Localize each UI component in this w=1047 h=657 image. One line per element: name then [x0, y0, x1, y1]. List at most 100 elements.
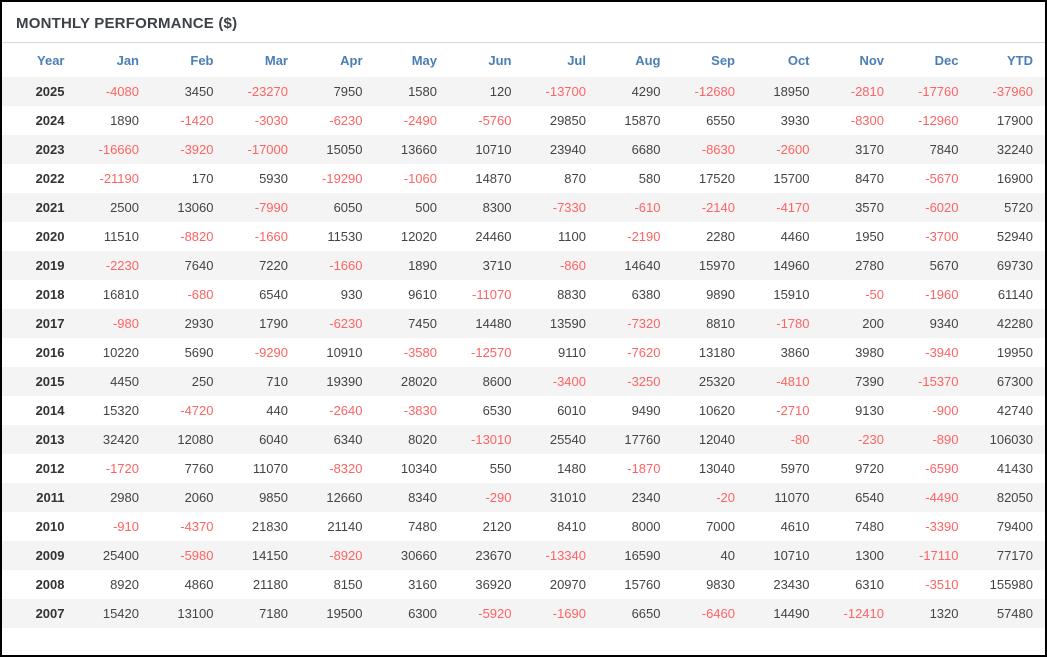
value-cell: 2060	[184, 490, 214, 505]
value-cell: 13100	[177, 606, 214, 621]
value-cell: -50	[865, 287, 884, 302]
value-cell: 3930	[780, 113, 810, 128]
table-row: 2024 1890 -1420 -3030 -6230 -2490 -5760 29850 15…	[2, 106, 1045, 135]
value-cell: 6540	[259, 287, 288, 302]
column-header: Sep	[711, 53, 735, 68]
table-row: 2007 15420 13100 7180 19500 6300 -5920 -1690 665…	[2, 599, 1045, 628]
value-cell: 7390	[855, 374, 884, 389]
value-cell: -3580	[403, 345, 437, 360]
table-row: 2011 2980 2060 9850 12660 8340 -290 31010 2340 -2…	[2, 483, 1045, 512]
value-cell: 18950	[773, 84, 810, 99]
value-cell: -6460	[701, 606, 735, 621]
value-cell: 1480	[557, 461, 586, 476]
value-cell: 8020	[408, 432, 437, 447]
table-row: 2018 16810 -680 6540 930 9610 -11070 8830 6380 98…	[2, 280, 1045, 309]
value-cell: -910	[112, 519, 139, 534]
value-cell: -6590	[925, 461, 959, 476]
value-cell: -4490	[925, 490, 959, 505]
table-row: 2021 2500 13060 -7990 6050 500 8300 -7330 -610 -2…	[2, 193, 1045, 222]
value-cell: 10340	[400, 461, 437, 476]
value-cell: -37960	[992, 84, 1033, 99]
value-cell: 28020	[400, 374, 437, 389]
value-cell: -1780	[776, 316, 810, 331]
table-row: 2023 -16660 -3920 -17000 15050 13660 10710 2394…	[2, 135, 1045, 164]
value-cell: 6340	[333, 432, 363, 447]
value-cell: 8600	[482, 374, 512, 389]
value-cell: 14640	[624, 258, 661, 273]
value-cell: -20	[716, 490, 735, 505]
value-cell: -17000	[247, 142, 288, 157]
year-cell: 2022	[35, 171, 65, 186]
value-cell: -8300	[850, 113, 884, 128]
value-cell: 1580	[408, 84, 437, 99]
value-cell: -8920	[329, 548, 363, 563]
year-cell: 2020	[35, 229, 65, 244]
value-cell: -860	[559, 258, 586, 273]
year-cell: 2009	[35, 548, 65, 563]
value-cell: 2280	[706, 229, 735, 244]
value-cell: 17520	[698, 171, 735, 186]
value-cell: 25320	[698, 374, 735, 389]
table-row: 2014 15320 -4720 440 -2640 -3830 6530 6010 9490 1…	[2, 396, 1045, 425]
column-header: Feb	[190, 53, 214, 68]
value-cell: 2930	[184, 316, 214, 331]
value-cell: 69730	[996, 258, 1033, 273]
table-row: 2025 -4080 3450 -23270 7950 1580 120 -13700 4290…	[2, 77, 1045, 106]
value-cell: -3030	[254, 113, 288, 128]
performance-table-body: 2025 -4080 3450 -23270 7950 1580 120 -13700 4290…	[2, 77, 1045, 628]
value-cell: -2490	[403, 113, 437, 128]
value-cell: 13060	[177, 200, 214, 215]
value-cell: 5970	[780, 461, 810, 476]
value-cell: 15050	[326, 142, 363, 157]
value-cell: -4370	[180, 519, 214, 534]
value-cell: 19390	[326, 374, 363, 389]
value-cell: 67300	[996, 374, 1033, 389]
title-divider	[2, 42, 1045, 43]
value-cell: -1420	[180, 113, 214, 128]
value-cell: 16810	[102, 287, 139, 302]
value-cell: -7990	[254, 200, 288, 215]
value-cell: 13590	[549, 316, 586, 331]
value-cell: 7840	[929, 142, 959, 157]
value-cell: 41430	[996, 461, 1033, 476]
value-cell: -12570	[471, 345, 512, 360]
value-cell: -8630	[701, 142, 735, 157]
column-header: Year	[37, 53, 65, 68]
value-cell: -3940	[925, 345, 959, 360]
value-cell: 4610	[780, 519, 810, 534]
value-cell: -3390	[925, 519, 959, 534]
value-cell: 7480	[855, 519, 884, 534]
value-cell: 3710	[482, 258, 512, 273]
value-cell: 12080	[177, 432, 214, 447]
year-cell: 2012	[35, 461, 65, 476]
value-cell: -5760	[478, 113, 512, 128]
value-cell: 23670	[475, 548, 512, 563]
value-cell: -5920	[478, 606, 512, 621]
value-cell: 5670	[929, 258, 959, 273]
value-cell: 77170	[996, 548, 1033, 563]
value-cell: 8410	[557, 519, 586, 534]
value-cell: 9890	[706, 287, 735, 302]
value-cell: 15420	[102, 606, 139, 621]
value-cell: -16660	[98, 142, 139, 157]
value-cell: -2640	[329, 403, 363, 418]
value-cell: -1720	[105, 461, 139, 476]
value-cell: 1100	[558, 229, 586, 244]
value-cell: 19500	[326, 606, 363, 621]
value-cell: 10710	[475, 142, 512, 157]
value-cell: 6010	[557, 403, 586, 418]
value-cell: 21180	[252, 577, 288, 592]
value-cell: 5720	[1004, 200, 1033, 215]
value-cell: 7220	[259, 258, 288, 273]
value-cell: 11070	[774, 490, 810, 505]
value-cell: 21140	[327, 519, 363, 534]
value-cell: -12960	[918, 113, 959, 128]
value-cell: 6550	[706, 113, 735, 128]
value-cell: 3570	[855, 200, 884, 215]
value-cell: 3980	[855, 345, 884, 360]
value-cell: -4170	[776, 200, 810, 215]
table-header-row: Year Jan Feb Mar Apr May Jun Jul Aug Sep Oct Nov Dec…	[2, 43, 1045, 77]
value-cell: -13340	[545, 548, 586, 563]
value-cell: 106030	[989, 432, 1033, 447]
